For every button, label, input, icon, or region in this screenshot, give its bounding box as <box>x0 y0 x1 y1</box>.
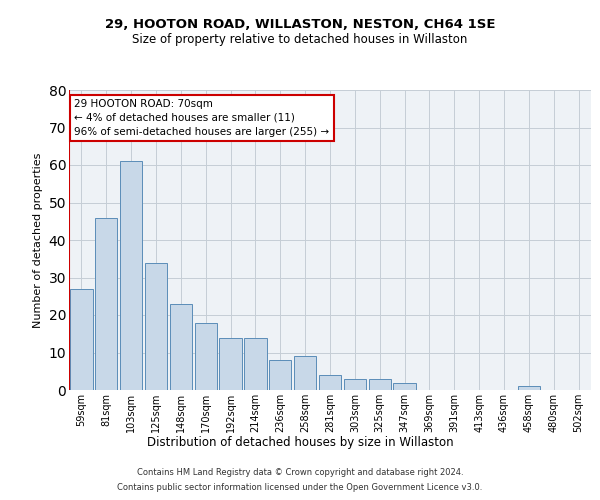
Text: Size of property relative to detached houses in Willaston: Size of property relative to detached ho… <box>133 32 467 46</box>
Bar <box>269 360 292 390</box>
Bar <box>95 218 118 390</box>
Bar <box>294 356 316 390</box>
Text: Distribution of detached houses by size in Willaston: Distribution of detached houses by size … <box>146 436 454 449</box>
Y-axis label: Number of detached properties: Number of detached properties <box>33 152 43 328</box>
Bar <box>70 289 92 390</box>
Bar <box>170 304 192 390</box>
Bar <box>120 161 142 390</box>
Bar <box>220 338 242 390</box>
Bar <box>518 386 540 390</box>
Text: 29 HOOTON ROAD: 70sqm
← 4% of detached houses are smaller (11)
96% of semi-detac: 29 HOOTON ROAD: 70sqm ← 4% of detached h… <box>74 99 329 137</box>
Bar <box>194 322 217 390</box>
Text: Contains public sector information licensed under the Open Government Licence v3: Contains public sector information licen… <box>118 483 482 492</box>
Bar <box>394 382 416 390</box>
Bar <box>319 375 341 390</box>
Bar <box>368 379 391 390</box>
Bar <box>344 379 366 390</box>
Bar <box>244 338 266 390</box>
Text: 29, HOOTON ROAD, WILLASTON, NESTON, CH64 1SE: 29, HOOTON ROAD, WILLASTON, NESTON, CH64… <box>105 18 495 30</box>
Bar <box>145 262 167 390</box>
Text: Contains HM Land Registry data © Crown copyright and database right 2024.: Contains HM Land Registry data © Crown c… <box>137 468 463 477</box>
